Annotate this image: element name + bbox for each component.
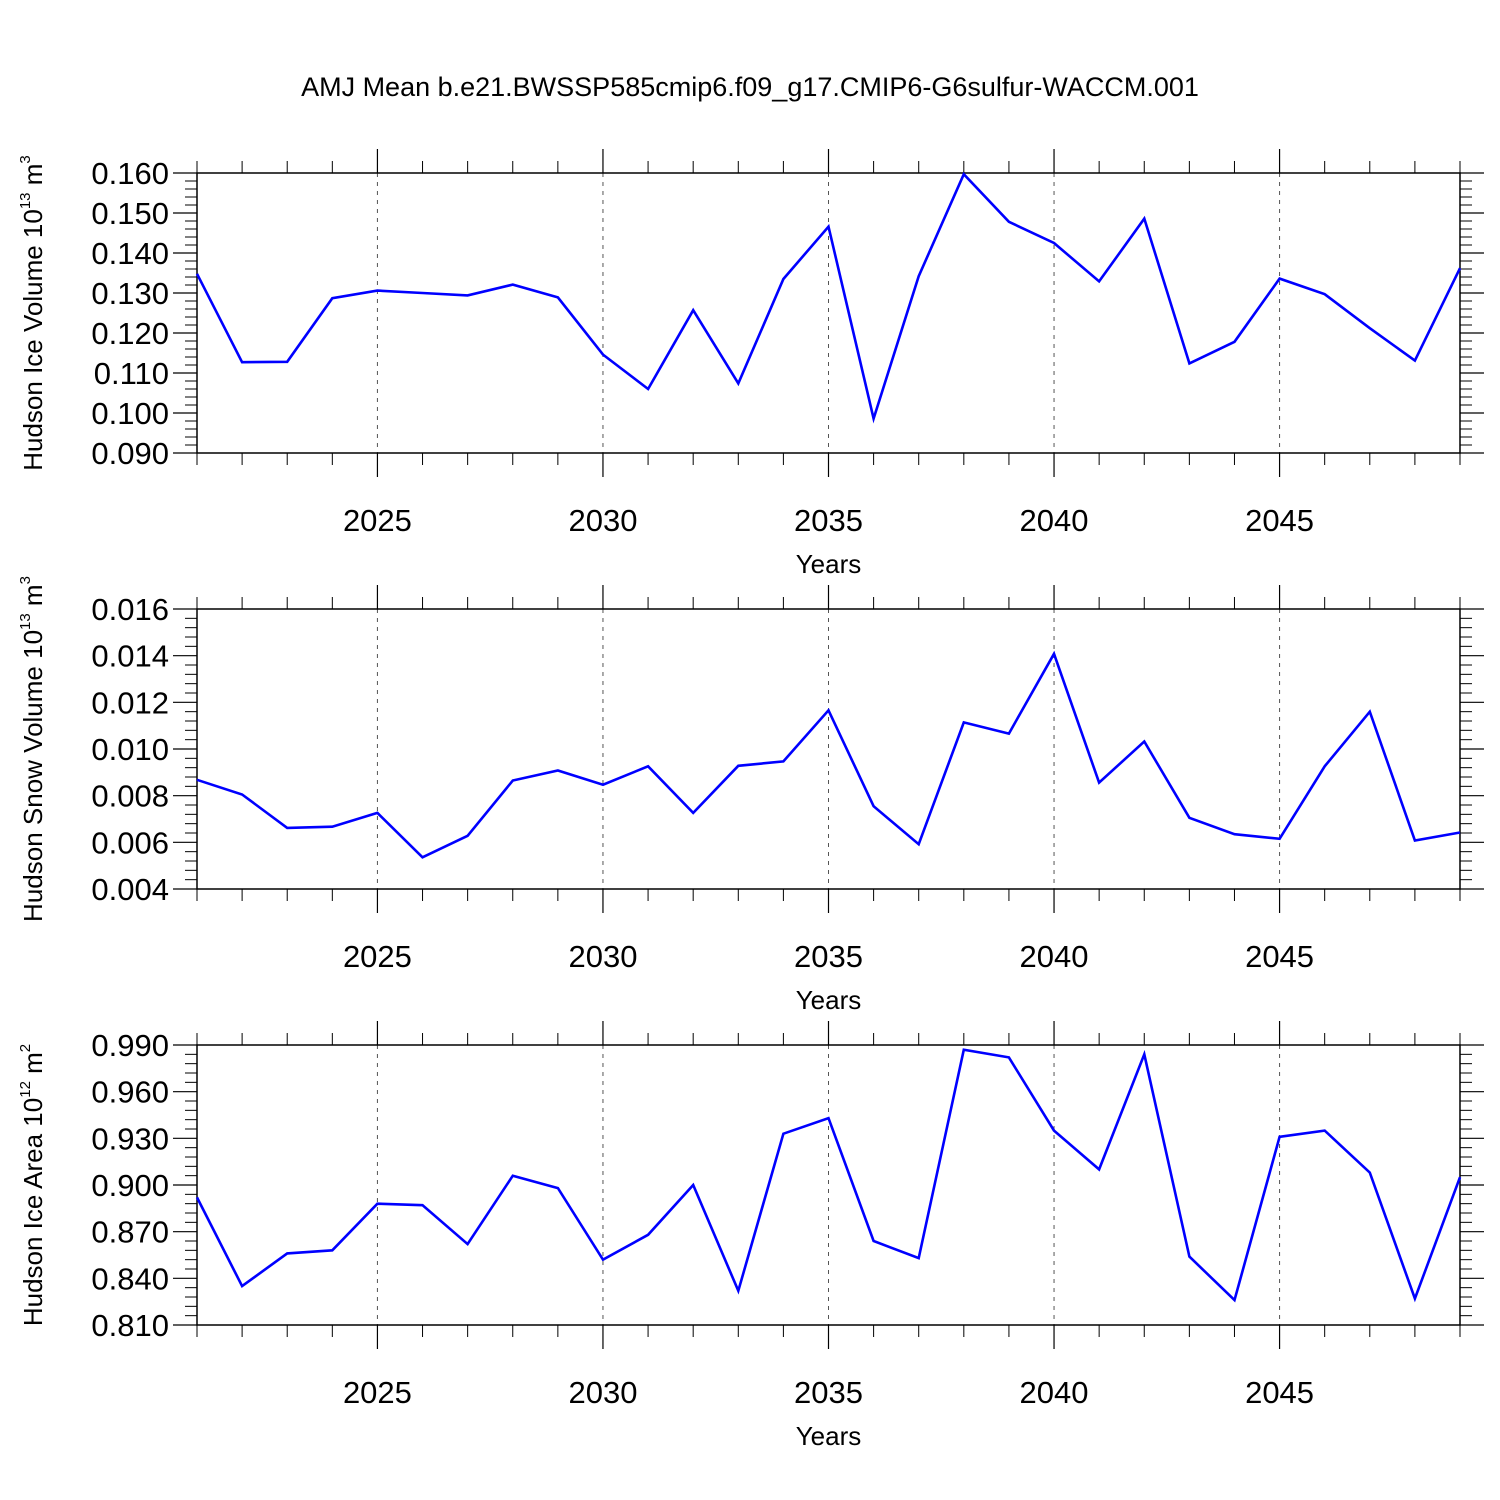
chart-panel-1: 2025 2030 2035 2040 2045 0.090 0.100 0.110 0.120…: [17, 149, 1484, 579]
x-tick-label: 2040: [1020, 939, 1089, 974]
plot-frame: [196, 172, 1461, 454]
x-tick-label: 2035: [794, 1375, 863, 1410]
y-tick-label: 0.120: [91, 316, 169, 351]
x-tick-label: 2040: [1020, 1375, 1089, 1410]
y-tick-label: 0.990: [91, 1028, 169, 1063]
y-tick-label: 0.016: [91, 592, 169, 627]
y-tick-label: 0.930: [91, 1121, 169, 1156]
plot-frame: [196, 1044, 1461, 1326]
x-tick-label: 2035: [794, 503, 863, 538]
y-tick-label: 0.006: [91, 825, 169, 860]
x-tick-label: 2030: [568, 939, 637, 974]
y-tick-label: 0.090: [91, 436, 169, 471]
x-tick-label: 2040: [1020, 503, 1089, 538]
x-tick-label: 2025: [343, 503, 412, 538]
y-tick-label: 0.840: [91, 1261, 169, 1296]
y-tick-label: 0.960: [91, 1075, 169, 1110]
y-tick-label: 0.870: [91, 1215, 169, 1250]
x-tick-label: 2025: [343, 1375, 412, 1410]
y-axis-label: Hudson Ice Volume 1013 m3: [17, 155, 48, 471]
y-axis-label: Hudson Ice Area 1012 m2: [17, 1044, 48, 1326]
y-tick-label: 0.150: [91, 196, 169, 231]
chart-panel-2: 2025 2030 2035 2040 2045 0.004 0.006 0.008 0.010…: [17, 576, 1484, 1015]
x-axis-label: Years: [796, 985, 862, 1015]
x-axis-label: Years: [796, 1421, 862, 1451]
y-tick-label: 0.008: [91, 779, 169, 814]
x-tick-label: 2045: [1245, 503, 1314, 538]
y-tick-label: 0.100: [91, 396, 169, 431]
y-tick-label: 0.014: [91, 639, 169, 674]
y-tick-label: 0.004: [91, 872, 169, 907]
x-tick-label: 2045: [1245, 1375, 1314, 1410]
y-tick-label: 0.810: [91, 1308, 169, 1343]
x-tick-label: 2035: [794, 939, 863, 974]
y-tick-label: 0.010: [91, 732, 169, 767]
y-tick-label: 0.110: [94, 356, 169, 391]
y-axis-label: Hudson Snow Volume 1013 m3: [17, 576, 48, 922]
x-axis-label: Years: [796, 549, 862, 579]
plot-frame: [196, 608, 1461, 890]
chart-title: AMJ Mean b.e21.BWSSP585cmip6.f09_g17.CMI…: [301, 72, 1199, 102]
x-tick-label: 2030: [568, 503, 637, 538]
x-tick-label: 2045: [1245, 939, 1314, 974]
y-tick-label: 0.140: [91, 236, 169, 271]
chart-panel-3: 2025 2030 2035 2040 2045 0.810 0.840 0.870 0.900…: [17, 1021, 1484, 1451]
x-tick-label: 2030: [568, 1375, 637, 1410]
y-tick-label: 0.160: [91, 156, 169, 191]
y-tick-label: 0.012: [91, 685, 169, 720]
y-tick-label: 0.900: [91, 1168, 169, 1203]
y-tick-label: 0.130: [91, 276, 169, 311]
x-tick-label: 2025: [343, 939, 412, 974]
